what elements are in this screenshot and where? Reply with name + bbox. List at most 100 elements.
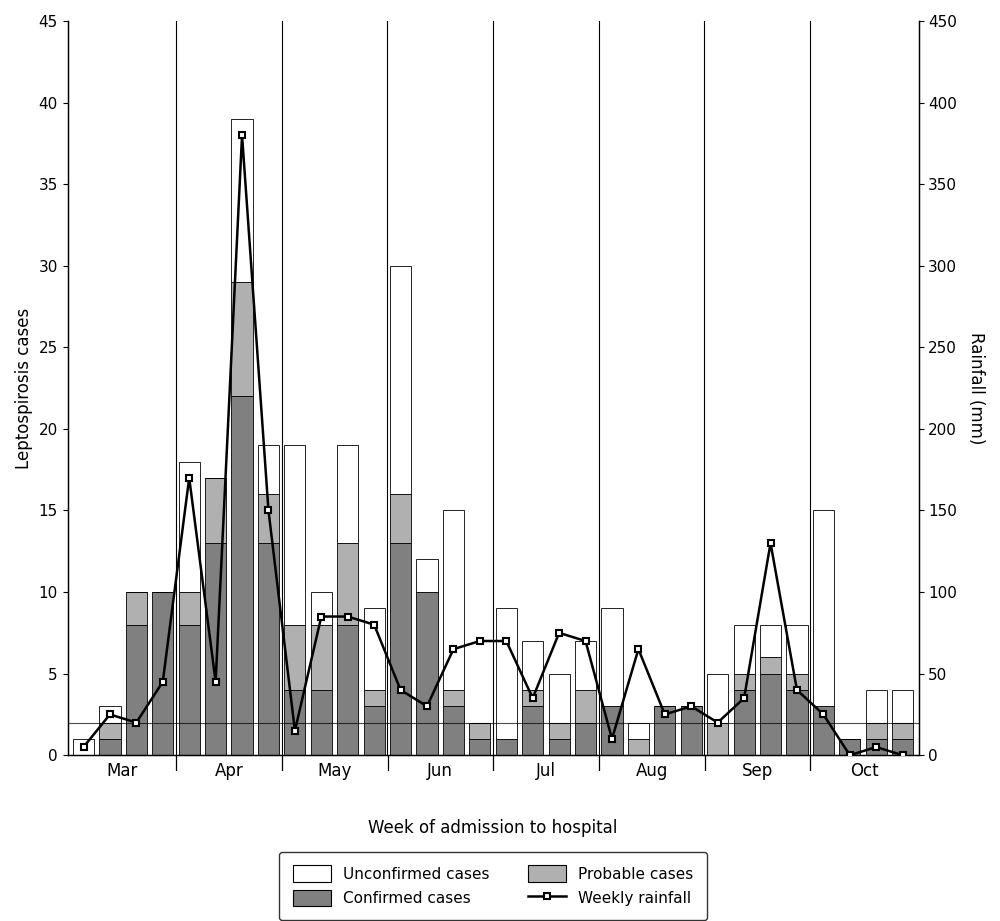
Bar [179, 592, 200, 624]
Y-axis label: Rainfall (mm): Rainfall (mm) [967, 332, 985, 444]
Bar [416, 559, 438, 592]
Weekly rainfall [659, 709, 671, 720]
Bar [364, 706, 385, 755]
Weekly rainfall [527, 693, 539, 704]
Bar [469, 723, 490, 739]
Bar [99, 723, 121, 739]
Weekly rainfall [553, 627, 565, 638]
Y-axis label: Leptospirosis cases: Leptospirosis cases [15, 308, 33, 469]
Bar [522, 641, 543, 690]
Bar [707, 723, 728, 755]
Weekly rainfall [817, 709, 829, 720]
Bar [601, 609, 623, 706]
Weekly rainfall [78, 741, 90, 752]
Bar [443, 690, 464, 706]
Bar [575, 723, 596, 755]
Text: |: | [491, 755, 496, 771]
Bar [179, 624, 200, 755]
Bar [99, 739, 121, 755]
Bar [813, 510, 834, 706]
Bar [760, 658, 781, 673]
Weekly rainfall [447, 644, 459, 655]
Bar [866, 723, 887, 739]
Bar [231, 396, 253, 755]
Weekly rainfall [315, 611, 327, 622]
Bar [496, 609, 517, 739]
Bar [311, 624, 332, 690]
Bar [337, 445, 358, 543]
Bar [284, 445, 305, 624]
Bar [443, 706, 464, 755]
Bar [443, 510, 464, 690]
Bar [892, 739, 913, 755]
Text: |: | [702, 755, 707, 771]
Bar [813, 706, 834, 755]
Bar [258, 445, 279, 495]
Bar [496, 739, 517, 755]
Bar [205, 478, 226, 543]
Weekly rainfall [130, 717, 142, 729]
Text: |: | [279, 755, 284, 771]
Bar [707, 673, 728, 723]
Bar [601, 706, 623, 755]
Bar [73, 739, 94, 755]
Bar [126, 592, 147, 624]
Bar [549, 723, 570, 739]
Bar [390, 266, 411, 495]
Weekly rainfall [765, 538, 777, 549]
Bar [522, 690, 543, 706]
Bar [284, 690, 305, 755]
Bar [786, 690, 808, 755]
Bar [786, 624, 808, 673]
Bar [416, 592, 438, 755]
Bar [628, 723, 649, 739]
Bar [311, 592, 332, 624]
Bar [231, 119, 253, 282]
Weekly rainfall [606, 733, 618, 744]
Bar [892, 723, 913, 739]
Bar [628, 739, 649, 755]
Bar [364, 609, 385, 690]
Weekly rainfall [236, 130, 248, 141]
Text: |: | [808, 755, 813, 771]
Weekly rainfall [685, 701, 697, 712]
Bar [575, 641, 596, 690]
Bar [866, 739, 887, 755]
Bar [337, 624, 358, 755]
Bar [99, 706, 121, 723]
Bar [258, 495, 279, 543]
Weekly rainfall [844, 750, 856, 761]
Bar [786, 673, 808, 690]
Bar [734, 624, 755, 673]
Weekly rainfall [791, 684, 803, 695]
Bar [284, 624, 305, 690]
Weekly rainfall [368, 619, 380, 630]
Bar [760, 624, 781, 658]
Bar [734, 673, 755, 690]
Weekly rainfall [500, 635, 512, 647]
Bar [839, 739, 860, 755]
Bar [152, 592, 173, 755]
Weekly rainfall [210, 676, 222, 687]
Bar [258, 543, 279, 755]
Weekly rainfall [262, 505, 274, 516]
Weekly rainfall [104, 709, 116, 720]
Text: |: | [596, 755, 601, 771]
Legend: Unconfirmed cases, Confirmed cases, Probable cases, Weekly rainfall: Unconfirmed cases, Confirmed cases, Prob… [279, 852, 707, 920]
Weekly rainfall [289, 725, 301, 736]
Bar [311, 690, 332, 755]
Bar [364, 690, 385, 706]
Bar [231, 282, 253, 396]
Weekly rainfall [870, 741, 882, 752]
Weekly rainfall [474, 635, 486, 647]
Line: Weekly rainfall: Weekly rainfall [80, 132, 906, 759]
Bar [179, 461, 200, 592]
Bar [390, 543, 411, 755]
Weekly rainfall [421, 701, 433, 712]
Bar [469, 739, 490, 755]
Bar [549, 673, 570, 723]
Weekly rainfall [712, 717, 724, 729]
Bar [654, 706, 675, 755]
Bar [126, 624, 147, 755]
Bar [866, 690, 887, 723]
